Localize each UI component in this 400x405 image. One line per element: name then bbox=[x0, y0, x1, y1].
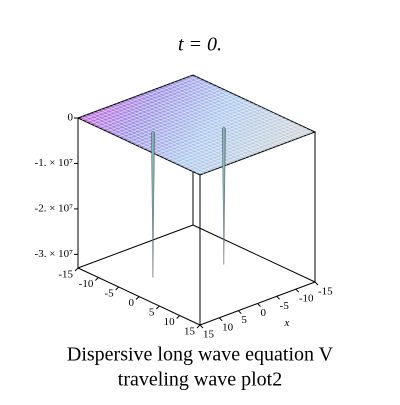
box-edge bbox=[192, 224, 316, 283]
mesh-line bbox=[100, 108, 224, 167]
mesh-line bbox=[114, 91, 230, 136]
mesh-line bbox=[188, 75, 312, 134]
y-tick-label: 0 bbox=[129, 297, 135, 309]
mesh-line bbox=[169, 83, 293, 142]
mesh-line bbox=[122, 95, 238, 140]
x-tick-label: 5 bbox=[241, 314, 247, 326]
x-axis-label: x bbox=[284, 317, 290, 329]
x-tick bbox=[199, 324, 204, 329]
mesh-line bbox=[96, 110, 220, 169]
mesh-line bbox=[94, 82, 210, 127]
y-tick bbox=[155, 305, 160, 310]
mesh-line bbox=[131, 97, 254, 156]
mesh-line bbox=[98, 84, 214, 128]
mesh-line bbox=[90, 80, 206, 125]
mesh-line bbox=[159, 112, 275, 157]
caption: Dispersive long wave equation V bbox=[67, 344, 334, 366]
y-tick bbox=[94, 277, 99, 281]
mesh-line bbox=[104, 107, 228, 166]
x-tick-label: 0 bbox=[261, 307, 267, 319]
x-tick-label: -5 bbox=[280, 300, 290, 312]
y-tick-label: -10 bbox=[79, 278, 94, 290]
box-edge bbox=[77, 224, 194, 269]
y-tick bbox=[115, 286, 120, 291]
caption: traveling wave plot2 bbox=[118, 369, 282, 391]
mesh-line bbox=[142, 93, 266, 152]
mesh-line bbox=[173, 81, 297, 140]
mesh-line bbox=[151, 108, 267, 153]
y-tick-label: 15 bbox=[184, 326, 196, 338]
mesh-line bbox=[112, 104, 235, 163]
x-tick bbox=[314, 281, 319, 286]
z-tick-label: 0 bbox=[68, 112, 74, 124]
z-tick-label: -1. × 10⁷ bbox=[35, 157, 74, 169]
mesh-line bbox=[146, 106, 263, 151]
spike bbox=[222, 126, 226, 265]
x-tick bbox=[257, 303, 261, 307]
mesh-line bbox=[183, 123, 299, 168]
mesh-line bbox=[135, 96, 258, 154]
mesh-line bbox=[181, 78, 304, 137]
mesh-line bbox=[119, 101, 243, 160]
x-tick-label: 15 bbox=[203, 329, 215, 341]
y-tick bbox=[135, 296, 140, 300]
mesh-line bbox=[146, 91, 270, 150]
mesh-line bbox=[123, 100, 247, 159]
mesh-line bbox=[195, 129, 312, 174]
mesh-line bbox=[127, 98, 251, 157]
mesh-line bbox=[179, 122, 295, 166]
mesh-line bbox=[155, 110, 271, 155]
y-tick-label: -15 bbox=[58, 269, 73, 281]
mesh-line bbox=[85, 114, 208, 173]
x-tick-label: -15 bbox=[318, 286, 333, 298]
mesh-line bbox=[108, 106, 231, 164]
x-tick bbox=[218, 317, 223, 322]
mesh-line bbox=[102, 85, 218, 130]
x-tick bbox=[237, 310, 242, 315]
mesh-line bbox=[81, 76, 198, 121]
mesh-line bbox=[175, 120, 291, 165]
mesh-line bbox=[130, 99, 247, 144]
y-tick-label: -5 bbox=[104, 288, 114, 300]
mesh-line bbox=[150, 90, 274, 149]
mesh-line bbox=[106, 87, 222, 132]
mesh-line bbox=[158, 87, 281, 146]
x-tick bbox=[295, 288, 300, 293]
mesh-line bbox=[165, 84, 289, 143]
mesh-line bbox=[154, 88, 277, 147]
mesh-line bbox=[81, 116, 205, 175]
mesh-line bbox=[163, 114, 279, 159]
x-tick bbox=[276, 295, 281, 300]
y-tick bbox=[196, 324, 201, 329]
y-tick bbox=[176, 315, 181, 319]
mesh-line bbox=[162, 86, 285, 144]
mesh-line bbox=[187, 125, 303, 170]
mesh-line bbox=[85, 78, 202, 123]
x-tick-label: 10 bbox=[222, 321, 234, 333]
chart-title: t = 0. bbox=[178, 34, 222, 56]
mesh-line bbox=[126, 97, 242, 142]
mesh-line bbox=[118, 93, 234, 138]
mesh-line bbox=[185, 77, 308, 136]
mesh-line bbox=[177, 80, 300, 139]
z-tick-label: -3. × 10⁷ bbox=[35, 248, 74, 260]
mesh-line bbox=[142, 104, 259, 149]
mesh-line bbox=[191, 127, 308, 172]
x-tick-label: -10 bbox=[299, 293, 314, 305]
z-tick-label: -2. × 10⁷ bbox=[35, 202, 74, 214]
mesh-line bbox=[116, 103, 239, 162]
y-tick-label: 10 bbox=[164, 316, 176, 328]
y-tick bbox=[74, 267, 79, 272]
mesh-line bbox=[89, 113, 212, 172]
mesh-line bbox=[110, 89, 226, 134]
spike bbox=[151, 130, 155, 278]
y-tick-label: 5 bbox=[149, 307, 155, 319]
mesh-line bbox=[139, 94, 262, 153]
mesh-line bbox=[138, 103, 255, 147]
mesh-line bbox=[171, 118, 287, 163]
